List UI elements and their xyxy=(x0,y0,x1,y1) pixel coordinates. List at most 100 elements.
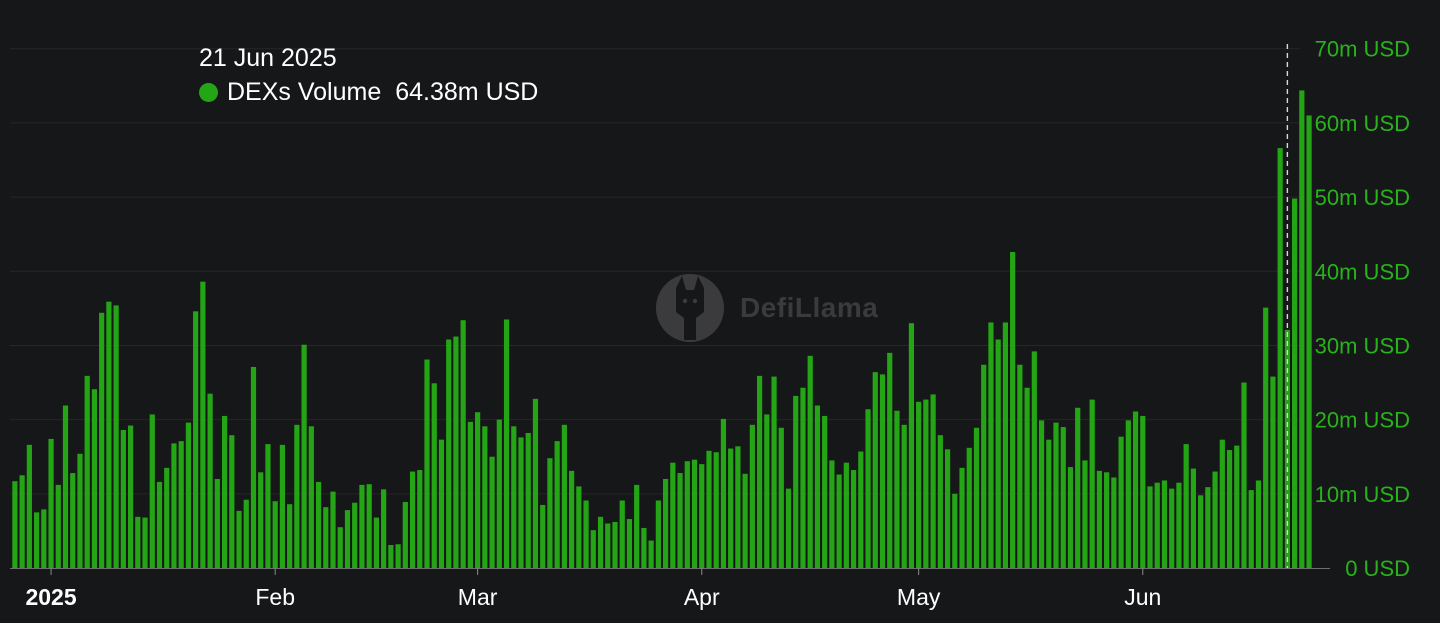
bar[interactable] xyxy=(381,489,387,568)
bar[interactable] xyxy=(438,439,445,568)
bar[interactable] xyxy=(879,374,886,568)
bar[interactable] xyxy=(1046,439,1052,568)
bar[interactable] xyxy=(540,504,546,568)
bar[interactable] xyxy=(308,426,314,568)
bar[interactable] xyxy=(315,481,322,568)
bar[interactable] xyxy=(1096,470,1102,568)
bar[interactable] xyxy=(749,424,755,568)
bar[interactable] xyxy=(171,443,177,568)
bar[interactable] xyxy=(923,399,929,568)
bar[interactable] xyxy=(272,501,278,568)
bar[interactable] xyxy=(1060,427,1066,568)
bar[interactable] xyxy=(663,478,669,568)
bar[interactable] xyxy=(511,426,517,568)
bar[interactable] xyxy=(344,510,351,568)
bar[interactable] xyxy=(793,395,799,568)
bar[interactable] xyxy=(70,473,76,568)
bar[interactable] xyxy=(901,424,907,568)
bar[interactable] xyxy=(19,475,25,568)
bar[interactable] xyxy=(460,320,466,568)
bar[interactable] xyxy=(55,484,61,568)
bar[interactable] xyxy=(670,462,676,568)
bar[interactable] xyxy=(41,509,47,568)
bar[interactable] xyxy=(424,359,430,568)
bar[interactable] xyxy=(590,530,596,568)
bar[interactable] xyxy=(720,418,727,568)
bar[interactable] xyxy=(120,430,126,568)
bar[interactable] xyxy=(496,419,502,568)
bar[interactable] xyxy=(778,427,784,568)
bar[interactable] xyxy=(1002,322,1009,568)
bar[interactable] xyxy=(294,424,300,568)
bar[interactable] xyxy=(532,398,539,568)
bar[interactable] xyxy=(178,441,184,568)
bar[interactable] xyxy=(236,510,242,568)
bar[interactable] xyxy=(944,449,951,568)
bar[interactable] xyxy=(800,387,806,568)
bar[interactable] xyxy=(1161,480,1168,568)
bar[interactable] xyxy=(1075,407,1081,568)
bar[interactable] xyxy=(988,322,994,568)
bar[interactable] xyxy=(149,414,155,568)
bar[interactable] xyxy=(547,458,553,568)
bar[interactable] xyxy=(1132,411,1139,568)
bar[interactable] xyxy=(829,460,835,568)
bar[interactable] xyxy=(561,424,567,568)
bar[interactable] xyxy=(431,383,437,568)
bar[interactable] xyxy=(475,412,481,568)
bar[interactable] xyxy=(301,344,307,568)
bar[interactable] xyxy=(742,473,748,568)
bar[interactable] xyxy=(91,389,98,568)
bar[interactable] xyxy=(894,410,900,568)
bar[interactable] xyxy=(250,366,257,568)
bar[interactable] xyxy=(785,488,792,568)
bar[interactable] xyxy=(1226,450,1233,568)
bar[interactable] xyxy=(1190,468,1196,568)
bar[interactable] xyxy=(525,432,531,568)
bar[interactable] xyxy=(814,405,821,568)
bar[interactable] xyxy=(1284,329,1290,568)
bar[interactable] xyxy=(127,425,134,568)
bar[interactable] xyxy=(1183,444,1189,568)
bar[interactable] xyxy=(1292,198,1298,568)
bar[interactable] xyxy=(655,500,661,568)
bar[interactable] xyxy=(366,484,372,568)
bar[interactable] xyxy=(995,339,1001,568)
bar[interactable] xyxy=(1234,445,1240,568)
bar[interactable] xyxy=(77,453,83,568)
bar[interactable] xyxy=(1169,488,1175,568)
bar[interactable] xyxy=(1241,382,1247,568)
bar[interactable] xyxy=(764,414,770,568)
bar[interactable] xyxy=(619,500,625,568)
bar[interactable] xyxy=(446,339,452,568)
bar[interactable] xyxy=(684,461,690,568)
bar[interactable] xyxy=(597,516,604,568)
bar[interactable] xyxy=(409,471,416,568)
bar[interactable] xyxy=(1104,472,1110,568)
bar[interactable] xyxy=(84,375,90,568)
bar[interactable] xyxy=(605,523,611,568)
bar[interactable] xyxy=(1176,482,1182,568)
bar[interactable] xyxy=(706,450,712,568)
bar[interactable] xyxy=(612,522,618,568)
bar[interactable] xyxy=(887,352,893,568)
bar[interactable] xyxy=(1299,90,1305,568)
bar[interactable] xyxy=(1255,480,1262,568)
bar[interactable] xyxy=(106,301,112,568)
bar[interactable] xyxy=(135,516,141,568)
bar[interactable] xyxy=(634,484,640,568)
bar[interactable] xyxy=(677,473,683,568)
bar[interactable] xyxy=(850,470,857,568)
bar[interactable] xyxy=(258,472,264,568)
bar[interactable] xyxy=(164,467,170,568)
bar[interactable] xyxy=(691,459,698,568)
bar[interactable] xyxy=(569,470,575,568)
bar[interactable] xyxy=(843,462,849,568)
bar[interactable] xyxy=(937,435,943,568)
bar[interactable] xyxy=(1306,115,1312,568)
bar[interactable] xyxy=(713,452,719,568)
bar[interactable] xyxy=(1053,422,1059,568)
bar[interactable] xyxy=(735,446,741,568)
bar[interactable] xyxy=(402,501,408,568)
